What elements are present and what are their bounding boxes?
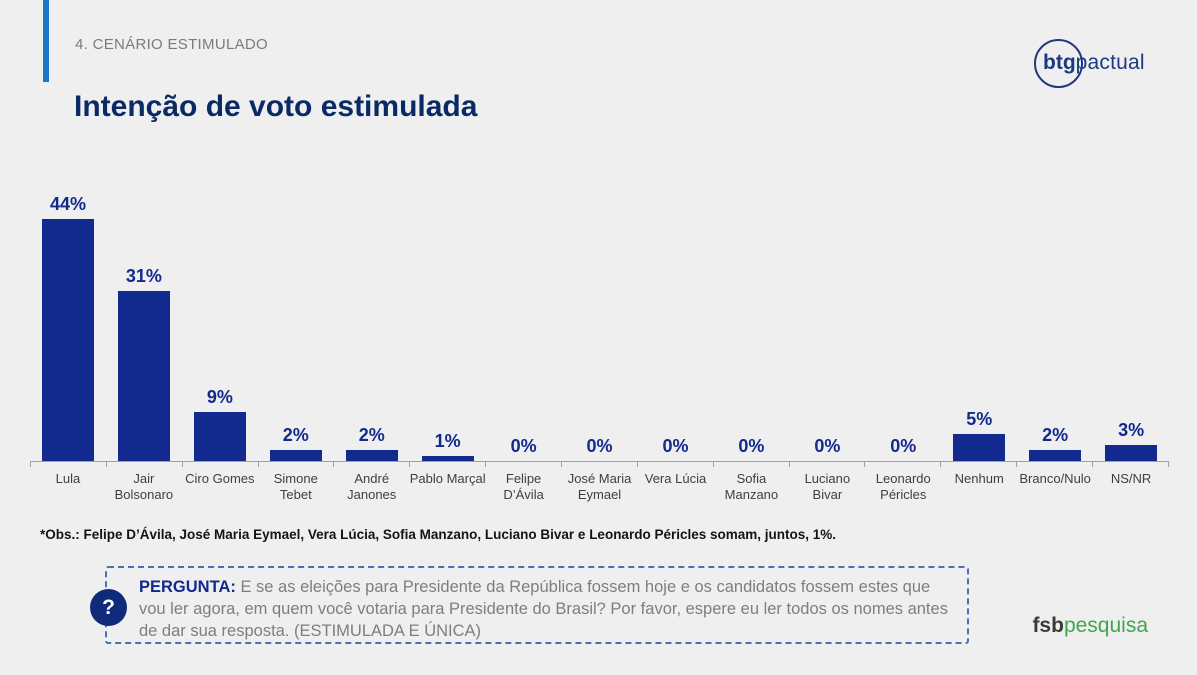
bar-column: 0% (562, 436, 638, 461)
bar-column: 2% (1017, 425, 1093, 461)
btg-logo-light: pactual (1075, 51, 1145, 74)
axis-tick (410, 462, 487, 467)
question-text: PERGUNTA: E se as eleições para Presiden… (139, 577, 953, 642)
axis-tick (1017, 462, 1094, 467)
bar-value-label: 0% (814, 436, 841, 456)
section-label: 4. CENÁRIO ESTIMULADO (75, 36, 269, 53)
bar-value-label: 31% (125, 265, 162, 286)
bar-column: 44% (30, 194, 106, 461)
category-label: NS/NR (1110, 471, 1152, 486)
bar (269, 450, 322, 461)
fsb-logo-light: pesquisa (1063, 614, 1148, 637)
fsb-pesquisa-logo: fsbpesquisa (1032, 614, 1148, 638)
bar-column: 1% (410, 430, 486, 461)
axis-tick (1093, 462, 1169, 467)
axis-tick (183, 462, 259, 467)
bar-value-label: 2% (282, 425, 309, 445)
question-mark-icon: ? (90, 589, 127, 626)
bar-column: 0% (789, 436, 865, 461)
bar (1105, 444, 1158, 461)
bar-column: 0% (865, 436, 941, 461)
bar-column: 2% (334, 425, 410, 461)
bar-value-label: 0% (510, 436, 537, 456)
bar (193, 411, 246, 461)
axis-tick (638, 462, 714, 467)
axis-tick (865, 462, 942, 467)
bars-row: 44% 31% 9% 2% 2% 1% 0% 0% 0% 0% 0% 0% 5% 2% 3% (30, 169, 1169, 462)
bar-column: 31% (106, 265, 182, 461)
category-label: Nenhum (954, 471, 1004, 486)
bar (117, 290, 170, 461)
question-box: PERGUNTA: E se as eleições para Presiden… (105, 566, 969, 644)
category-label: Sofia Manzano (724, 471, 779, 503)
axis-tick (562, 462, 638, 467)
accent-bar (43, 0, 49, 82)
bar-value-label: 2% (358, 425, 385, 445)
category-labels-row: Lula Jair Bolsonaro Ciro Gomes Simone Tebet… (30, 471, 1169, 504)
category-label: Vera Lúcia (644, 471, 707, 486)
category-label: André Janones (347, 471, 397, 503)
bar-column: 2% (258, 425, 334, 461)
bar (345, 450, 398, 461)
bar-column: 0% (638, 436, 714, 461)
bar (41, 219, 94, 461)
bar (1029, 450, 1082, 461)
bar-column: 0% (486, 436, 562, 461)
footnote: *Obs.: Felipe D’Ávila, José Maria Eymael… (40, 527, 837, 542)
category-label: Jair Bolsonaro (114, 471, 174, 503)
category-label: Lula (55, 471, 81, 486)
page-title: Intenção de voto estimulada (74, 90, 478, 124)
bar-value-label: 1% (434, 430, 461, 451)
category-label: Luciano Bivar (804, 471, 851, 503)
axis-ticks-row (30, 462, 1169, 467)
bar-value-label: 44% (49, 194, 86, 214)
category-label: José Maria Eymael (567, 471, 632, 503)
axis-tick (941, 462, 1018, 467)
category-label: Simone Tebet (273, 471, 318, 503)
btg-pactual-logo: btgpactual (1028, 36, 1173, 90)
bar (953, 433, 1006, 461)
bar-value-label: 0% (662, 436, 689, 456)
bar-value-label: 2% (1042, 425, 1069, 445)
btg-logo-circle-icon (1034, 39, 1083, 88)
axis-tick (790, 462, 866, 467)
axis-tick (107, 462, 183, 467)
bar-chart: 44% 31% 9% 2% 2% 1% 0% 0% 0% 0% 0% 0% 5% 2% 3% Lula Jai… (30, 169, 1169, 504)
bar-value-label: 0% (586, 436, 613, 456)
category-label: Branco/Nulo (1019, 471, 1091, 486)
bar-value-label: 0% (890, 436, 917, 456)
axis-tick (259, 462, 335, 467)
category-label: Pablo Marçal (409, 471, 486, 486)
axis-tick (334, 462, 411, 467)
bar-value-label: 3% (1118, 419, 1145, 440)
bar-column: 0% (713, 436, 789, 461)
bar-value-label: 0% (738, 436, 765, 456)
bar-column: 3% (1093, 419, 1169, 461)
axis-tick (714, 462, 790, 467)
question-label: PERGUNTA: (139, 578, 236, 596)
axis-tick (486, 462, 563, 467)
bar-column: 5% (941, 408, 1017, 461)
category-label: Leonardo Péricles (875, 471, 931, 503)
bar (421, 455, 474, 461)
question-body: E se as eleições para Presidente da Repú… (139, 578, 948, 640)
bar-value-label: 9% (206, 386, 233, 407)
btg-logo-text: btgpactual (1043, 51, 1145, 75)
btg-logo-bold: btg (1043, 51, 1076, 74)
category-label: Ciro Gomes (185, 471, 255, 486)
bar-column: 9% (182, 386, 258, 461)
fsb-logo-bold: fsb (1032, 614, 1064, 637)
category-label: Felipe D’Ávila (503, 471, 544, 503)
bar-value-label: 5% (966, 408, 993, 429)
axis-tick (31, 462, 107, 467)
